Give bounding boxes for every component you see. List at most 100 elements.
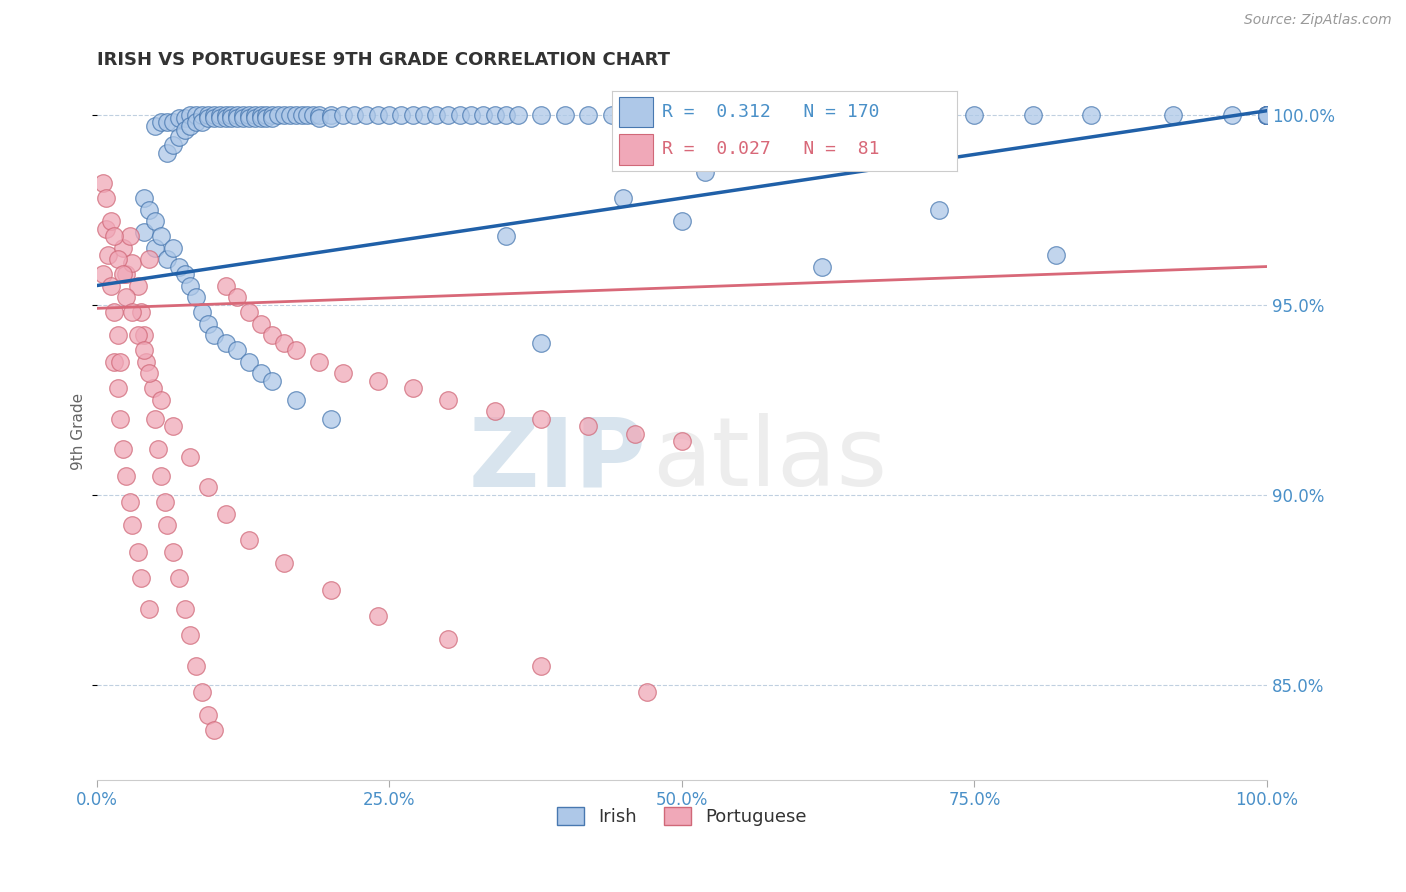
Point (262, 374, 284, 388)
Point (91, 176, 114, 190)
Point (221, 112, 243, 126)
Point (179, 628, 201, 642)
Point (191, 107, 214, 121)
Point (576, 419, 599, 434)
Point (1256, 107, 1278, 121)
Point (1256, 107, 1278, 121)
Point (471, 107, 494, 121)
Point (202, 723, 225, 738)
Text: IRISH VS PORTUGUESE 9TH GRADE CORRELATION CHART: IRISH VS PORTUGUESE 9TH GRADE CORRELATIO… (97, 51, 669, 69)
Point (186, 658, 208, 673)
Point (135, 354, 157, 368)
Point (554, 107, 576, 121)
Point (425, 107, 447, 121)
Point (186, 115, 208, 129)
Point (238, 112, 260, 126)
Point (179, 107, 201, 121)
Point (186, 107, 208, 121)
Point (173, 267, 195, 281)
Point (108, 354, 131, 368)
Point (1256, 107, 1278, 121)
Point (214, 107, 236, 121)
Point (238, 107, 260, 121)
Point (118, 229, 141, 244)
Point (150, 392, 173, 407)
Point (1256, 107, 1278, 121)
Point (284, 343, 307, 358)
Point (437, 632, 460, 646)
Point (343, 107, 366, 121)
Point (1022, 107, 1045, 121)
Point (308, 112, 330, 126)
Point (1220, 107, 1243, 121)
Point (1256, 107, 1278, 121)
Point (121, 256, 143, 270)
Point (96, 221, 118, 235)
Point (1256, 107, 1278, 121)
Point (197, 112, 219, 126)
Point (208, 107, 231, 121)
Point (156, 115, 179, 129)
Point (121, 305, 143, 319)
Point (1256, 107, 1278, 121)
Point (115, 468, 138, 483)
Point (111, 241, 134, 255)
Point (449, 107, 471, 121)
Point (156, 252, 179, 266)
Point (904, 107, 927, 121)
Point (460, 107, 482, 121)
Point (402, 381, 425, 395)
Point (647, 107, 669, 121)
Point (156, 145, 179, 160)
Point (273, 107, 295, 121)
Point (367, 107, 389, 121)
Point (107, 381, 129, 395)
Point (249, 112, 271, 126)
Point (1045, 248, 1067, 262)
Point (624, 107, 647, 121)
Point (156, 518, 179, 533)
Point (671, 214, 693, 228)
Point (121, 518, 143, 533)
Point (162, 115, 184, 129)
Point (484, 107, 506, 121)
Point (1256, 107, 1278, 121)
Point (226, 107, 249, 121)
Point (636, 685, 658, 699)
Point (695, 164, 717, 178)
Point (484, 404, 506, 418)
Point (1256, 107, 1278, 121)
Point (111, 267, 134, 281)
Point (191, 685, 214, 699)
Point (1256, 107, 1278, 121)
Point (232, 112, 254, 126)
Point (319, 107, 342, 121)
Point (132, 343, 155, 358)
Point (167, 130, 190, 145)
Point (284, 107, 307, 121)
Point (267, 107, 290, 121)
Point (1256, 107, 1278, 121)
Point (1256, 107, 1278, 121)
Point (332, 107, 354, 121)
Point (132, 225, 155, 239)
Point (243, 107, 266, 121)
Point (103, 305, 125, 319)
Point (811, 107, 834, 121)
Point (530, 411, 553, 425)
Point (214, 507, 236, 521)
Point (1256, 107, 1278, 121)
Point (226, 343, 249, 358)
Point (129, 305, 152, 319)
Point (302, 107, 325, 121)
Point (1256, 107, 1278, 121)
Point (191, 115, 214, 129)
Point (1256, 107, 1278, 121)
Point (846, 107, 869, 121)
Point (150, 115, 173, 129)
Point (214, 335, 236, 350)
Point (202, 328, 225, 343)
Point (308, 354, 330, 368)
Point (153, 495, 176, 509)
Point (284, 392, 307, 407)
